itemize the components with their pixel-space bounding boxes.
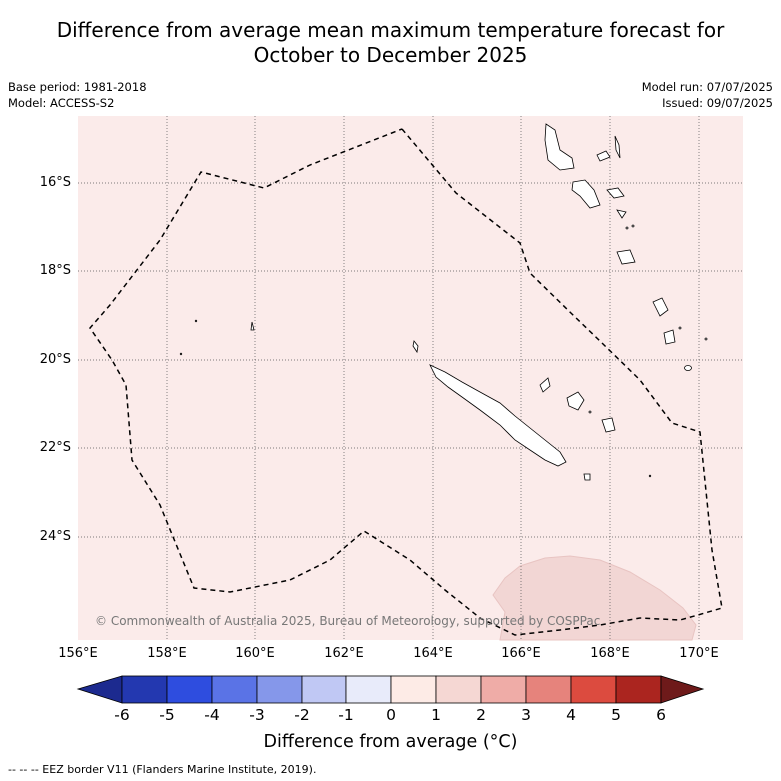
colorbar-tick-label: -4 <box>204 706 220 724</box>
belep-island <box>412 340 419 354</box>
efate-island <box>616 249 636 265</box>
lon-label-162e: 162°E <box>324 646 364 661</box>
lifou-island <box>566 391 585 411</box>
espiritu-santo-island <box>544 123 575 171</box>
small-islets <box>179 224 708 478</box>
lon-label-156e: 156°E <box>58 646 98 661</box>
ouvea-island <box>539 377 551 393</box>
colorbar-title: Difference from average (°C) <box>263 732 518 752</box>
lat-label-20s: 20°S <box>39 352 71 367</box>
ambrym-island <box>606 187 625 199</box>
lon-label-160e: 160°E <box>235 646 275 661</box>
colorbar-tick-label: 0 <box>386 706 396 724</box>
epi-island <box>616 209 627 219</box>
issued-date: Issued: 09/07/2025 <box>662 96 773 110</box>
colorbar-tick-label: 3 <box>521 706 531 724</box>
isle-of-pines <box>583 473 591 481</box>
map-area <box>78 116 743 640</box>
new-caledonia-island <box>429 364 567 467</box>
erromango-island <box>652 297 669 317</box>
colorbar-tick-label: -3 <box>249 706 265 724</box>
base-period: Base period: 1981-2018 <box>8 80 147 94</box>
title-line-2: October to December 2025 <box>253 43 528 67</box>
model-name: Model: ACCESS-S2 <box>8 96 115 110</box>
malekula-island <box>571 179 601 209</box>
model-run: Model run: 07/07/2025 <box>641 80 773 94</box>
copyright-notice: © Commonwealth of Australia 2025, Bureau… <box>95 614 601 628</box>
lon-label-168e: 168°E <box>590 646 630 661</box>
lon-label-166e: 166°E <box>501 646 541 661</box>
lat-label-24s: 24°S <box>39 529 71 544</box>
colorbar-tick-label: -6 <box>114 706 130 724</box>
lat-label-18s: 18°S <box>39 263 71 278</box>
lat-label-22s: 22°S <box>39 440 71 455</box>
gridlines <box>78 116 743 640</box>
colorbar-tick-label: 2 <box>476 706 486 724</box>
mare-island <box>601 417 616 433</box>
colorbar-tick-label: -5 <box>159 706 175 724</box>
meta-left: Base period: 1981-2018 Model: ACCESS-S2 <box>8 79 147 111</box>
meta-right: Model run: 07/07/2025 Issued: 09/07/2025 <box>642 79 773 111</box>
colorbar-tick-label: -2 <box>294 706 310 724</box>
pentecost-island <box>614 135 621 159</box>
map-title: Difference from average mean maximum tem… <box>0 18 781 68</box>
colorbar-tick-label: -1 <box>338 706 354 724</box>
lon-label-158e: 158°E <box>147 646 187 661</box>
tanna-island <box>663 329 676 345</box>
maewo-island <box>596 150 611 162</box>
title-line-1: Difference from average mean maximum tem… <box>56 18 725 42</box>
colorbar-tick-label: 6 <box>656 706 666 724</box>
colorbar-tick-label: 1 <box>431 706 441 724</box>
lon-label-164e: 164°E <box>413 646 453 661</box>
colorbar-tick-label: 4 <box>566 706 576 724</box>
eez-footnote: -- -- -- EEZ border V11 (Flanders Marine… <box>8 763 317 776</box>
lon-label-170e: 170°E <box>679 646 719 661</box>
aneityum-island <box>684 365 692 371</box>
lat-label-16s: 16°S <box>39 175 71 190</box>
colorbar-tick-label: 5 <box>611 706 621 724</box>
